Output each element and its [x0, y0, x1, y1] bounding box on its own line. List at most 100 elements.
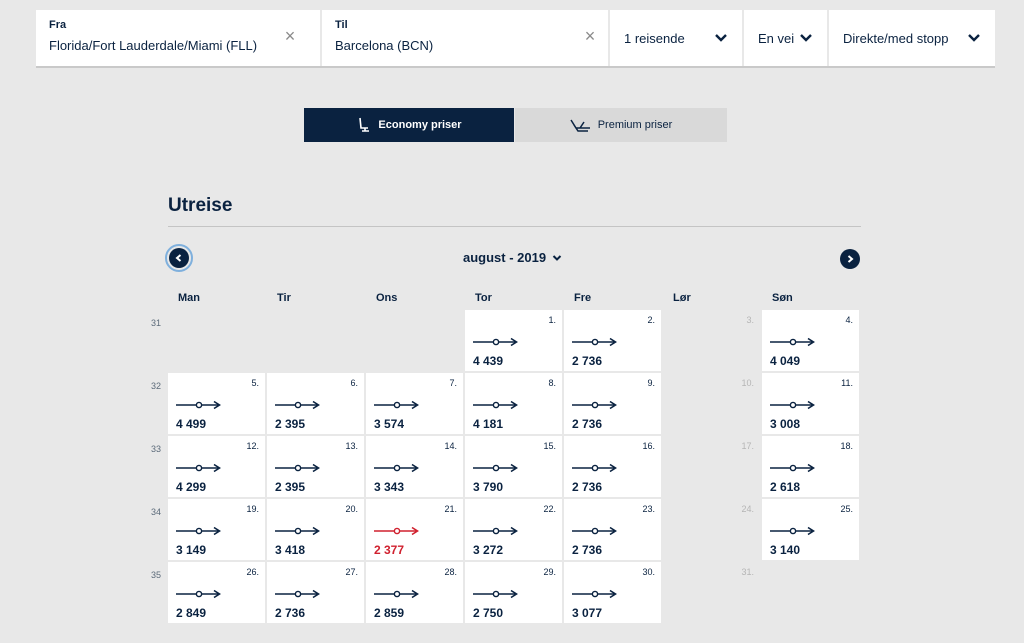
- day-number: 11.: [841, 378, 853, 388]
- route-arrow-icon: [572, 526, 617, 536]
- day-price: 3 272: [473, 543, 504, 557]
- day-number: 23.: [642, 504, 655, 514]
- premium-fares-button[interactable]: Premium priser: [515, 108, 727, 142]
- route-arrow-icon: [176, 589, 221, 599]
- week-number: 33: [151, 444, 162, 454]
- fare-class-toggle: Economy priser Premium priser: [304, 108, 727, 142]
- weekday-label: Fre: [574, 292, 592, 304]
- calendar-day[interactable]: 29. 2 750: [465, 562, 562, 623]
- day-number: 17.: [741, 441, 754, 451]
- calendar-day[interactable]: 11. 3 008: [762, 373, 859, 434]
- weekday-label: Lør: [673, 292, 691, 304]
- weekday-header: Man Tir Ons Tor Fre Lør Søn: [168, 292, 861, 304]
- calendar-day[interactable]: 19. 3 149: [168, 499, 265, 560]
- premium-seat-icon: [570, 119, 590, 132]
- weekday-label: Ons: [376, 292, 398, 304]
- calendar-day[interactable]: 9. 2 736: [564, 373, 661, 434]
- day-number: 24.: [741, 504, 754, 514]
- day-number: 1.: [548, 315, 556, 325]
- route-arrow-icon: [176, 463, 221, 473]
- route-arrow-icon: [770, 526, 815, 536]
- weekday-label: Tir: [277, 292, 291, 304]
- route-arrow-icon: [770, 463, 815, 473]
- clear-destination-icon[interactable]: ×: [584, 26, 596, 46]
- calendar-day[interactable]: 13. 2 395: [267, 436, 364, 497]
- destination-value[interactable]: Barcelona (BCN): [335, 38, 434, 53]
- day-number: 6.: [350, 378, 358, 388]
- origin-value[interactable]: Florida/Fort Lauderdale/Miami (FLL): [49, 38, 258, 53]
- day-number: 27.: [345, 567, 358, 577]
- day-number: 3.: [746, 315, 754, 325]
- route-arrow-icon: [572, 400, 617, 410]
- route-arrow-icon: [176, 526, 221, 536]
- stops-value: Direkte/med stopp: [843, 30, 949, 46]
- day-price: 2 736: [275, 606, 306, 620]
- route-arrow-icon: [473, 400, 518, 410]
- chevron-left-icon: [175, 254, 182, 262]
- calendar-day[interactable]: 8. 4 181: [465, 373, 562, 434]
- calendar-day[interactable]: 14. 3 343: [366, 436, 463, 497]
- origin-field[interactable]: Fra Florida/Fort Lauderdale/Miami (FLL) …: [36, 10, 320, 66]
- economy-fares-button[interactable]: Economy priser: [304, 108, 514, 142]
- calendar-day[interactable]: 22. 3 272: [465, 499, 562, 560]
- calendar-day[interactable]: 23. 2 736: [564, 499, 661, 560]
- day-number: 13.: [345, 441, 358, 451]
- travelers-value: 1 reisende: [624, 30, 685, 46]
- calendar-day[interactable]: 1. 4 439: [465, 310, 562, 371]
- travelers-dropdown[interactable]: 1 reisende: [610, 10, 742, 66]
- calendar-day[interactable]: 5. 4 499: [168, 373, 265, 434]
- chevron-down-icon: [800, 34, 812, 42]
- calendar-day[interactable]: 21. 2 377: [366, 499, 463, 560]
- day-price: 2 750: [473, 606, 504, 620]
- clear-origin-icon[interactable]: ×: [284, 26, 296, 46]
- calendar-day[interactable]: 7. 3 574: [366, 373, 463, 434]
- destination-field[interactable]: Til Barcelona (BCN) ×: [322, 10, 608, 66]
- day-number: 7.: [449, 378, 457, 388]
- calendar-day[interactable]: 6. 2 395: [267, 373, 364, 434]
- day-number: 21.: [444, 504, 457, 514]
- title-divider: [168, 226, 861, 227]
- route-arrow-icon: [374, 526, 419, 536]
- calendar-day[interactable]: 18. 2 618: [762, 436, 859, 497]
- month-dropdown[interactable]: august - 2019: [463, 250, 562, 265]
- week-number: 31: [151, 318, 162, 328]
- calendar-day[interactable]: 16. 2 736: [564, 436, 661, 497]
- calendar-day: 17.: [663, 436, 760, 497]
- calendar-day[interactable]: 2. 2 736: [564, 310, 661, 371]
- previous-month-button[interactable]: [165, 244, 193, 272]
- trip-type-value: En vei: [758, 30, 795, 46]
- search-bar: Fra Florida/Fort Lauderdale/Miami (FLL) …: [36, 10, 995, 68]
- calendar-day[interactable]: 4. 4 049: [762, 310, 859, 371]
- day-price: 2 618: [770, 480, 801, 494]
- route-arrow-icon: [473, 463, 518, 473]
- calendar-day[interactable]: 15. 3 790: [465, 436, 562, 497]
- route-arrow-icon: [374, 589, 419, 599]
- calendar-day[interactable]: 25. 3 140: [762, 499, 859, 560]
- day-number: 16.: [642, 441, 655, 451]
- day-price: 3 149: [176, 543, 207, 557]
- weekday-label: Søn: [772, 292, 793, 304]
- day-price: 2 736: [572, 417, 603, 431]
- weekday-label: Tor: [475, 292, 492, 304]
- chevron-down-icon: [552, 254, 562, 261]
- calendar-day[interactable]: 28. 2 859: [366, 562, 463, 623]
- origin-label: Fra: [49, 19, 67, 31]
- calendar-day[interactable]: 12. 4 299: [168, 436, 265, 497]
- economy-fares-label: Economy priser: [378, 119, 462, 131]
- route-arrow-icon: [473, 337, 518, 347]
- trip-type-dropdown[interactable]: En vei: [744, 10, 827, 66]
- calendar-day[interactable]: 27. 2 736: [267, 562, 364, 623]
- calendar-day[interactable]: 26. 2 849: [168, 562, 265, 623]
- day-price: 4 181: [473, 417, 504, 431]
- calendar-day[interactable]: 30. 3 077: [564, 562, 661, 623]
- next-month-button[interactable]: [840, 249, 860, 269]
- day-price: 2 377: [374, 543, 405, 557]
- outbound-title: Utreise: [168, 195, 233, 216]
- stops-dropdown[interactable]: Direkte/med stopp: [829, 10, 995, 66]
- calendar-day: 24.: [663, 499, 760, 560]
- day-price: 3 077: [572, 606, 603, 620]
- day-price: 2 395: [275, 480, 306, 494]
- day-number: 19.: [246, 504, 259, 514]
- day-number: 25.: [840, 504, 853, 514]
- calendar-day[interactable]: 20. 3 418: [267, 499, 364, 560]
